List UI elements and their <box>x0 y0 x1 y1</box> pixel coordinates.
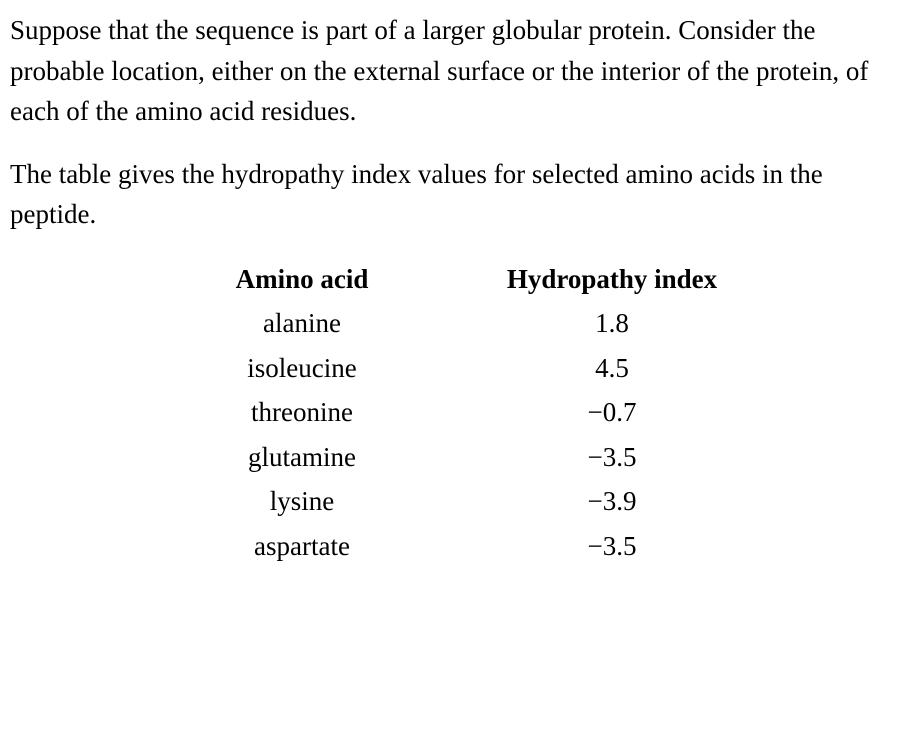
table-row: isoleucine 4.5 <box>142 346 762 391</box>
table-header-row: Amino acid Hydropathy index <box>142 257 762 302</box>
hydropathy-value: −3.5 <box>462 524 762 569</box>
amino-acid-name: aspartate <box>142 524 462 569</box>
amino-acid-name: glutamine <box>142 435 462 480</box>
table-header-amino-acid: Amino acid <box>142 257 462 302</box>
page: Suppose that the sequence is part of a l… <box>0 0 912 578</box>
hydropathy-value: 4.5 <box>462 346 762 391</box>
amino-acid-name: lysine <box>142 479 462 524</box>
table-row: glutamine −3.5 <box>142 435 762 480</box>
table-header-hydropathy: Hydropathy index <box>462 257 762 302</box>
hydropathy-value: 1.8 <box>462 301 762 346</box>
table-row: alanine 1.8 <box>142 301 762 346</box>
amino-acid-name: isoleucine <box>142 346 462 391</box>
table-row: lysine −3.9 <box>142 479 762 524</box>
hydropathy-value: −0.7 <box>462 390 762 435</box>
paragraph-2: The table gives the hydropathy index val… <box>10 154 894 235</box>
amino-acid-name: alanine <box>142 301 462 346</box>
amino-acid-name: threonine <box>142 390 462 435</box>
hydropathy-table: Amino acid Hydropathy index alanine 1.8 … <box>142 257 762 569</box>
paragraph-1: Suppose that the sequence is part of a l… <box>10 10 894 132</box>
hydropathy-value: −3.9 <box>462 479 762 524</box>
table-row: aspartate −3.5 <box>142 524 762 569</box>
hydropathy-value: −3.5 <box>462 435 762 480</box>
table-row: threonine −0.7 <box>142 390 762 435</box>
